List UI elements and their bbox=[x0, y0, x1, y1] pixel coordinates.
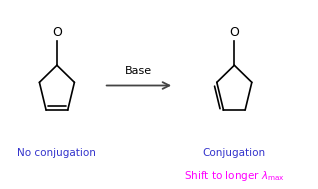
Text: Base: Base bbox=[125, 67, 152, 77]
Text: O: O bbox=[52, 26, 62, 39]
Text: O: O bbox=[229, 26, 239, 39]
Text: No conjugation: No conjugation bbox=[17, 149, 96, 159]
Text: Shift to longer $\lambda_{\mathrm{max}}$: Shift to longer $\lambda_{\mathrm{max}}$ bbox=[184, 169, 285, 183]
Text: Conjugation: Conjugation bbox=[203, 149, 266, 159]
